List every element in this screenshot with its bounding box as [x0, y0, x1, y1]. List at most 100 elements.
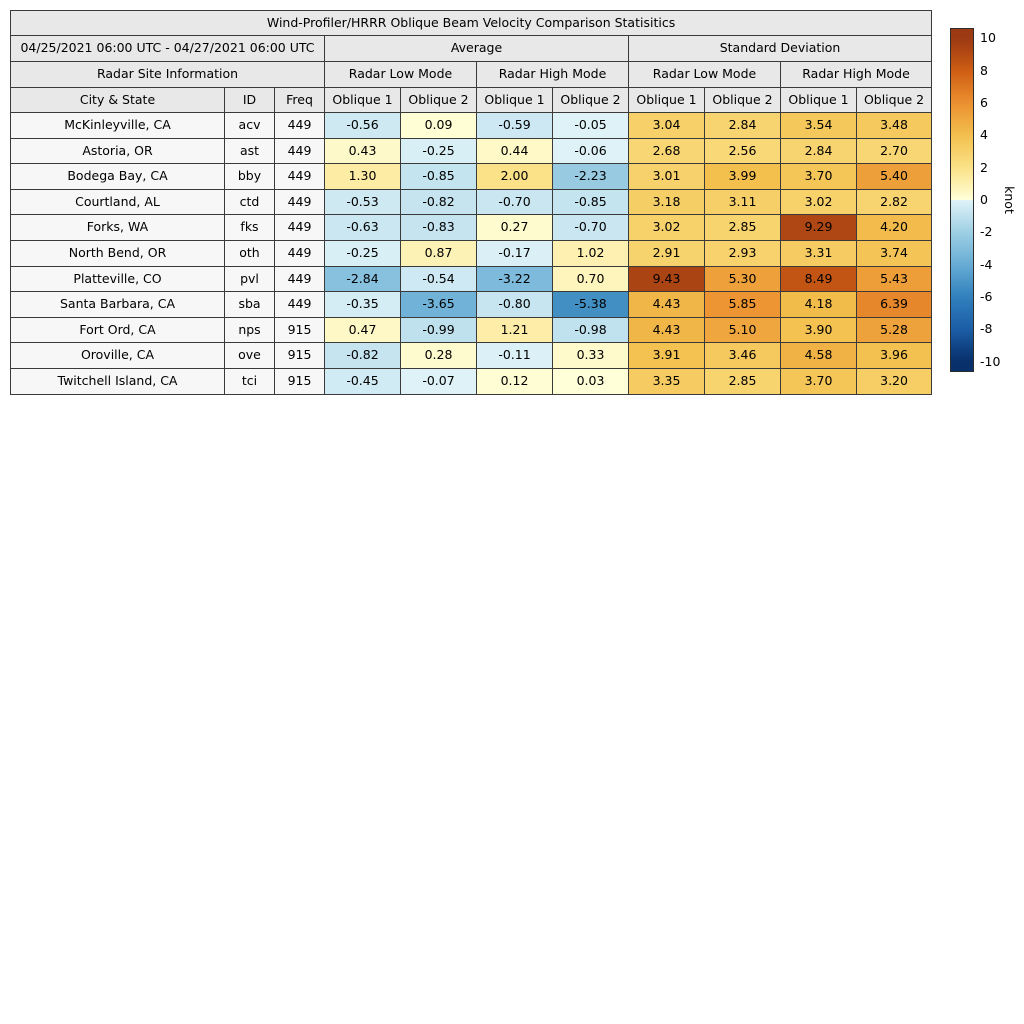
value-cell-avg_low_oblique2: 0.28 [400, 342, 477, 369]
id-cell: fks [224, 214, 275, 241]
value-cell-avg_low_oblique2: 0.09 [400, 112, 477, 139]
value-cell-std_low_oblique2: 3.99 [704, 163, 781, 190]
colorbar-tick-label: -6 [980, 288, 993, 304]
table-row: Bodega Bay, CA bby 449 1.30 -0.85 2.00 -2.23 3.… [10, 163, 933, 190]
colorbar-tick-label: -8 [980, 321, 993, 337]
chart-title: Wind-Profiler/HRRR Oblique Beam Velocity… [9, 10, 933, 36]
city-cell: Platteville, CO [10, 265, 225, 293]
value-cell-std_low_oblique2: 2.85 [704, 214, 781, 241]
value-cell-std_high_oblique2: 3.74 [855, 239, 933, 267]
value-cell-avg_low_oblique1: -0.25 [324, 239, 401, 267]
value-cell-avg_high_oblique1: -3.22 [476, 265, 553, 293]
freq-cell: 449 [274, 214, 325, 241]
value-cell-avg_high_oblique2: -0.85 [552, 188, 629, 216]
avg-low-mode-header: Radar Low Mode [324, 61, 477, 88]
value-cell-std_high_oblique1: 3.02 [780, 188, 857, 216]
value-cell-avg_low_oblique1: -0.82 [324, 342, 401, 369]
value-cell-avg_low_oblique1: -0.35 [324, 291, 401, 318]
table-row: Platteville, CO pvl 449 -2.84 -0.54 -3.22 0.70… [10, 265, 933, 293]
value-cell-std_low_oblique2: 2.56 [704, 137, 781, 165]
stats-table: Wind-Profiler/HRRR Oblique Beam Velocity… [9, 10, 933, 395]
table-row: Courtland, AL ctd 449 -0.53 -0.82 -0.70 -0.85 3… [10, 188, 933, 216]
freq-cell: 915 [274, 342, 325, 369]
value-cell-std_high_oblique1: 4.18 [780, 291, 857, 318]
value-cell-std_low_oblique1: 4.43 [628, 291, 705, 318]
oblique2-column-header: Oblique 2 [552, 87, 629, 113]
value-cell-avg_low_oblique1: -0.56 [324, 112, 401, 139]
value-cell-avg_high_oblique2: 0.70 [552, 265, 629, 293]
value-cell-std_low_oblique1: 3.02 [628, 214, 705, 241]
city-cell: McKinleyville, CA [10, 112, 225, 139]
value-cell-std_high_oblique2: 3.96 [855, 342, 933, 369]
table-row: McKinleyville, CA acv 449 -0.56 0.09 -0.59 -0.… [10, 112, 933, 139]
value-cell-std_low_oblique2: 5.10 [704, 316, 781, 344]
value-cell-avg_low_oblique2: -0.82 [400, 188, 477, 216]
oblique2-column-header: Oblique 2 [855, 87, 933, 113]
value-cell-avg_high_oblique1: 1.21 [476, 316, 553, 344]
value-cell-avg_low_oblique2: -0.54 [400, 265, 477, 293]
value-cell-std_high_oblique1: 8.49 [780, 265, 857, 293]
value-cell-std_high_oblique2: 5.28 [855, 316, 933, 344]
value-cell-avg_low_oblique1: -0.53 [324, 188, 401, 216]
value-cell-std_high_oblique1: 4.58 [780, 342, 857, 369]
oblique1-column-header: Oblique 1 [628, 87, 705, 113]
radar-site-info-header: Radar Site Information [10, 61, 325, 88]
id-cell: ctd [224, 188, 275, 216]
value-cell-std_high_oblique2: 2.70 [855, 137, 933, 165]
value-cell-avg_high_oblique2: 0.33 [552, 342, 629, 369]
column-header-row: City & State ID Freq Oblique 1 Oblique 2… [10, 87, 933, 113]
freq-cell: 915 [274, 316, 325, 344]
city-cell: Forks, WA [10, 214, 225, 241]
value-cell-avg_high_oblique2: -0.05 [552, 112, 629, 139]
value-cell-std_low_oblique1: 3.35 [628, 367, 705, 395]
oblique1-column-header: Oblique 1 [476, 87, 553, 113]
value-cell-std_high_oblique2: 3.48 [855, 112, 933, 139]
group-header-row: 04/25/2021 06:00 UTC - 04/27/2021 06:00 … [10, 35, 933, 62]
value-cell-avg_high_oblique1: -0.80 [476, 291, 553, 318]
table-row: Forks, WA fks 449 -0.63 -0.83 0.27 -0.70 3.02 2.… [10, 214, 933, 241]
id-cell: pvl [224, 265, 275, 293]
title-row: Wind-Profiler/HRRR Oblique Beam Velocity… [9, 10, 933, 36]
value-cell-avg_high_oblique1: -0.70 [476, 188, 553, 216]
value-cell-std_high_oblique2: 4.20 [855, 214, 933, 241]
value-cell-std_high_oblique2: 5.40 [855, 163, 933, 190]
value-cell-avg_low_oblique1: 0.43 [324, 137, 401, 165]
colorbar-tick-label: 8 [980, 62, 988, 78]
value-cell-std_high_oblique1: 3.90 [780, 316, 857, 344]
value-cell-std_low_oblique2: 2.93 [704, 239, 781, 267]
value-cell-avg_low_oblique2: -0.85 [400, 163, 477, 190]
table-body: McKinleyville, CA acv 449 -0.56 0.09 -0.59 -0.… [10, 112, 933, 395]
value-cell-avg_high_oblique2: -0.06 [552, 137, 629, 165]
value-cell-avg_high_oblique2: -0.70 [552, 214, 629, 241]
freq-cell: 449 [274, 163, 325, 190]
city-cell: Oroville, CA [10, 342, 225, 369]
city-state-column-header: City & State [10, 87, 225, 113]
id-cell: tci [224, 367, 275, 395]
city-cell: Twitchell Island, CA [10, 367, 225, 395]
value-cell-avg_high_oblique2: -0.98 [552, 316, 629, 344]
value-cell-avg_low_oblique1: -0.45 [324, 367, 401, 395]
colorbar-tick-label: -2 [980, 224, 993, 240]
value-cell-std_high_oblique2: 2.82 [855, 188, 933, 216]
id-cell: sba [224, 291, 275, 318]
date-range-label: 04/25/2021 06:00 UTC - 04/27/2021 06:00 … [10, 35, 325, 62]
colorbar-tick-label: -4 [980, 256, 993, 272]
value-cell-avg_low_oblique2: -3.65 [400, 291, 477, 318]
value-cell-std_low_oblique1: 2.68 [628, 137, 705, 165]
freq-column-header: Freq [274, 87, 325, 113]
value-cell-std_low_oblique2: 2.85 [704, 367, 781, 395]
value-cell-avg_low_oblique2: -0.07 [400, 367, 477, 395]
freq-cell: 449 [274, 137, 325, 165]
value-cell-std_high_oblique1: 3.70 [780, 367, 857, 395]
std-high-mode-header: Radar High Mode [779, 61, 933, 88]
value-cell-avg_high_oblique1: -0.11 [476, 342, 553, 369]
value-cell-std_low_oblique1: 3.01 [628, 163, 705, 190]
id-cell: ast [224, 137, 275, 165]
colorbar-tick-label: 4 [980, 127, 988, 143]
id-cell: nps [224, 316, 275, 344]
value-cell-std_low_oblique1: 3.91 [628, 342, 705, 369]
value-cell-avg_low_oblique2: -0.99 [400, 316, 477, 344]
oblique1-column-header: Oblique 1 [780, 87, 857, 113]
value-cell-avg_low_oblique2: 0.87 [400, 239, 477, 267]
